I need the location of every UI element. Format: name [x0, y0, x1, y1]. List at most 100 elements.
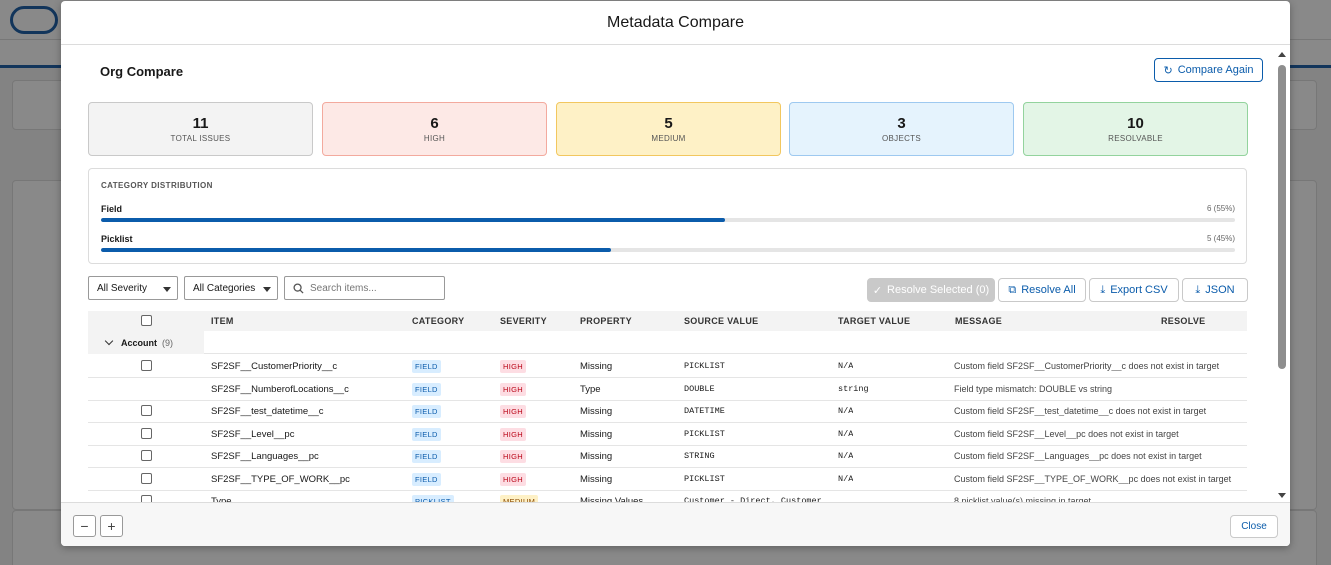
modal-title: Metadata Compare	[607, 13, 744, 31]
scroll-up-icon[interactable]	[1278, 52, 1286, 57]
severity-badge: HIGH	[500, 405, 526, 418]
section-title: Org Compare	[100, 64, 184, 79]
table-row[interactable]: SF2SF__TYPE_OF_WORK__pc FIELD HIGH Missing P…	[88, 468, 1247, 491]
chevron-down-icon	[263, 287, 271, 292]
modal-footer: − + Close	[61, 502, 1290, 546]
property-value: Missing	[580, 428, 613, 440]
target-value: string	[838, 383, 869, 394]
message-text: Custom field SF2SF__Level__pc does not e…	[954, 428, 1179, 439]
scroll-down-icon[interactable]	[1278, 493, 1286, 498]
stat-medium: 5 MEDIUM	[556, 102, 781, 156]
json-button[interactable]: ⤓ JSON	[1182, 278, 1248, 302]
row-checkbox[interactable]	[141, 360, 152, 371]
table-row[interactable]: SF2SF__test_datetime__c FIELD HIGH Missing D…	[88, 400, 1247, 423]
target-value: N/A	[838, 428, 854, 439]
property-value: Missing	[580, 473, 613, 485]
table-row[interactable]: SF2SF__Languages__pc FIELD HIGH Missing STRI…	[88, 445, 1247, 468]
modal-header: Metadata Compare	[61, 1, 1290, 45]
resolve-all-button[interactable]: ⧉ Resolve All	[998, 278, 1086, 302]
compare-again-button[interactable]: ↻ Compare Again	[1154, 58, 1263, 82]
header-item: ITEM	[211, 316, 234, 326]
chevron-down-icon	[104, 336, 114, 346]
resolve-selected-button[interactable]: ✓ Resolve Selected (0)	[867, 278, 995, 302]
item-name: SF2SF__TYPE_OF_WORK__pc	[211, 473, 350, 485]
item-name: SF2SF__Languages__pc	[211, 451, 319, 462]
source-value: DATETIME	[684, 406, 725, 416]
category-distribution: CATEGORY DISTRIBUTION Field 6 (55%) Pick…	[88, 168, 1247, 264]
table-header: ITEM CATEGORY SEVERITY PROPERTY SOURCE V…	[88, 311, 1247, 331]
header-category: CATEGORY	[412, 316, 465, 326]
source-value: DOUBLE	[684, 383, 715, 394]
category-badge: PICKLIST	[412, 495, 454, 503]
table-row[interactable]: SF2SF__NumberofLocations__c FIELD HIGH Type…	[88, 378, 1247, 401]
zoom-out-button[interactable]: −	[73, 515, 96, 537]
export-csv-button[interactable]: ⤓ Export CSV	[1089, 278, 1179, 302]
modal-scrollbar[interactable]	[1276, 49, 1288, 501]
download-icon: ⤓	[1195, 283, 1201, 296]
table-row[interactable]: SF2SF__Level__pc FIELD HIGH Missing PICKLIST…	[88, 423, 1247, 446]
severity-select[interactable]: All Severity	[88, 276, 178, 300]
category-select[interactable]: All Categories	[184, 276, 278, 300]
row-checkbox[interactable]	[141, 405, 152, 416]
row-checkbox[interactable]	[141, 427, 152, 439]
category-badge: FIELD	[412, 472, 441, 486]
progress-track	[101, 248, 1235, 252]
target-value: N/A	[838, 406, 854, 416]
property-value: Missing Values	[580, 496, 644, 503]
table-row[interactable]: SF2SF__CustomerPriority__c FIELD HIGH Missi…	[88, 355, 1247, 378]
target-value: N/A	[838, 473, 854, 484]
item-name: Type	[211, 496, 232, 503]
source-value: Customer - Direct, Customer…	[684, 496, 827, 503]
table-row[interactable]: Type PICKLIST MEDIUM Missing Values Customer…	[88, 490, 1247, 503]
progress-fill	[101, 218, 725, 222]
modal-body[interactable]: Org Compare ↻ Compare Again 11 TOTAL ISS…	[61, 46, 1290, 503]
header-property: PROPERTY	[580, 316, 632, 326]
header-message: MESSAGE	[955, 316, 1003, 326]
message-text: Custom field SF2SF__test_datetime__c doe…	[954, 406, 1207, 416]
search-input[interactable]	[310, 282, 440, 294]
property-value: Missing	[580, 451, 613, 462]
app-logo	[10, 6, 58, 34]
severity-badge: HIGH	[500, 450, 526, 463]
distribution-row-picklist: Picklist 5 (45%)	[101, 234, 1235, 252]
chevron-down-icon	[163, 287, 171, 292]
row-checkbox[interactable]	[141, 495, 152, 503]
copy-icon: ⧉	[1008, 283, 1017, 296]
category-badge: FIELD	[412, 360, 441, 373]
message-text: Field type mismatch: DOUBLE vs string	[954, 383, 1113, 394]
check-icon: ✓	[872, 284, 883, 297]
header-severity: SEVERITY	[500, 316, 547, 326]
source-value: PICKLIST	[684, 361, 725, 371]
message-text: Custom field SF2SF__CustomerPriority__c …	[954, 361, 1220, 371]
severity-badge: HIGH	[500, 360, 526, 373]
refresh-icon: ↻	[1163, 64, 1173, 77]
item-name: SF2SF__CustomerPriority__c	[211, 361, 338, 372]
item-name: SF2SF__Level__pc	[211, 428, 295, 440]
message-text: Custom field SF2SF__Languages__pc does n…	[954, 451, 1202, 461]
search-box	[284, 276, 445, 300]
metadata-compare-modal: Metadata Compare Org Compare ↻ Compare A…	[61, 1, 1290, 546]
stat-resolvable: 10 RESOLVABLE	[1023, 102, 1248, 156]
header-resolve: RESOLVE	[1161, 316, 1206, 326]
category-badge: FIELD	[412, 405, 441, 418]
scroll-thumb[interactable]	[1278, 65, 1286, 369]
target-value: N/A	[838, 361, 854, 371]
category-badge: FIELD	[412, 382, 441, 396]
group-toggle[interactable]: Account (9)	[88, 331, 204, 354]
message-text: Custom field SF2SF__TYPE_OF_WORK__pc doe…	[954, 473, 1232, 484]
progress-track	[101, 218, 1235, 222]
close-button[interactable]: Close	[1230, 515, 1278, 538]
category-badge: FIELD	[412, 450, 441, 463]
zoom-in-button[interactable]: +	[100, 515, 123, 537]
message-text: 8 picklist value(s) missing in target	[954, 496, 1092, 503]
header-target-value: TARGET VALUE	[838, 316, 911, 326]
group-row-account[interactable]: Account (9)	[88, 331, 1247, 354]
row-checkbox[interactable]	[141, 450, 152, 461]
property-value: Missing	[580, 361, 613, 372]
stat-total-issues: 11 TOTAL ISSUES	[88, 102, 313, 156]
target-value: N/A	[838, 451, 854, 461]
row-checkbox[interactable]	[141, 472, 152, 484]
download-icon: ⤓	[1100, 283, 1106, 296]
severity-badge: HIGH	[500, 472, 526, 486]
select-all-checkbox[interactable]	[141, 315, 152, 326]
